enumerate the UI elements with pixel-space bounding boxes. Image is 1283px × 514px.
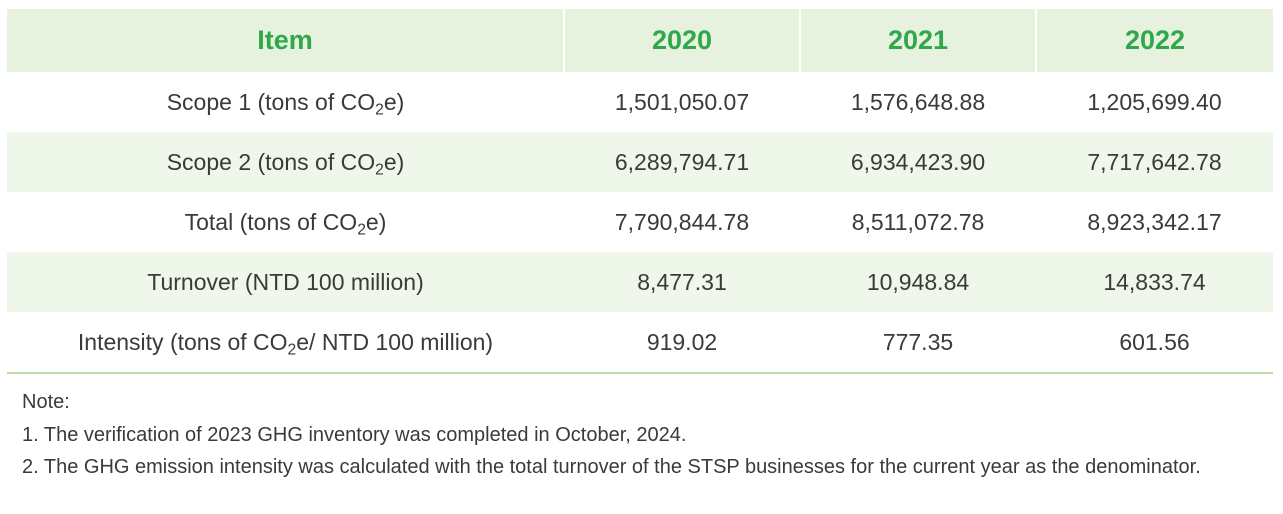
notes-title: Note:	[22, 391, 70, 413]
cell-2020: 1,501,050.07	[614, 88, 750, 115]
cell-2022: 1,205,699.40	[1087, 88, 1222, 115]
table-row-turnover: Turnover (NTD 100 million) 8,477.31 10,9…	[7, 252, 1273, 312]
table-header-row: Item 2020 2021 2022	[7, 9, 1273, 72]
cell-2021: 777.35	[800, 312, 1036, 374]
row-label: Turnover (NTD 100 million)	[7, 252, 564, 312]
cell-2022: 14,833.74	[1036, 252, 1273, 312]
row-label: Scope 2 (tons of CO2e)	[7, 132, 564, 192]
row-label: Scope 1 (tons of CO2e)	[166, 88, 405, 118]
column-header-2020: 2020	[564, 9, 801, 72]
cell-2021: 1,576,648.88	[850, 88, 986, 115]
cell-2022: 7,717,642.78	[1036, 132, 1273, 192]
cell-2020: 6,289,794.71	[564, 132, 800, 192]
cell-2021: 10,948.84	[800, 252, 1036, 312]
table-row-scope2: Scope 2 (tons of CO2e) 6,289,794.71 6,93…	[7, 132, 1273, 192]
row-label: Total (tons of CO2e)	[184, 208, 387, 238]
cell-2020: 7,790,844.78	[614, 208, 750, 235]
table-row-scope1: Scope 1 (tons of CO2e) 1,501,050.07 1,57…	[7, 72, 1273, 132]
ghg-emissions-table: Item 2020 2021 2022 Scope 1 (tons of CO2…	[7, 9, 1273, 374]
table-notes: Note: 1. The verification of 2023 GHG in…	[22, 386, 1262, 484]
note-item-1: 1. The verification of 2023 GHG inventor…	[22, 423, 687, 446]
note-item-2: 2. The GHG emission intensity was calcul…	[22, 456, 1201, 478]
cell-2021: 8,511,072.78	[851, 208, 985, 235]
cell-2020: 919.02	[564, 312, 800, 374]
row-label: Intensity (tons of CO2e/ NTD 100 million…	[7, 312, 564, 374]
table-row-intensity: Intensity (tons of CO2e/ NTD 100 million…	[7, 312, 1273, 374]
table-row-total: Total (tons of CO2e) 7,790,844.78 8,511,…	[7, 192, 1273, 252]
cell-2021: 6,934,423.90	[800, 132, 1036, 192]
column-header-2021: 2021	[800, 9, 1037, 72]
column-header-2022: 2022	[1036, 9, 1273, 72]
cell-2020: 8,477.31	[564, 252, 800, 312]
cell-2022: 8,923,342.17	[1087, 208, 1222, 235]
column-header-item: Item	[7, 9, 565, 72]
cell-2022: 601.56	[1036, 312, 1273, 374]
